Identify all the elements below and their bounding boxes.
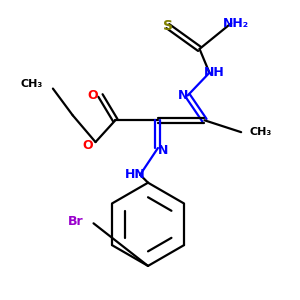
Text: CH₃: CH₃: [21, 79, 43, 88]
Text: O: O: [87, 89, 98, 102]
Text: HN: HN: [125, 168, 146, 181]
Text: NH₂: NH₂: [223, 17, 249, 30]
Text: N: N: [158, 143, 168, 157]
Text: CH₃: CH₃: [249, 127, 271, 137]
Text: O: O: [82, 139, 93, 152]
Text: NH: NH: [204, 66, 225, 79]
Text: S: S: [163, 19, 173, 33]
Text: Br: Br: [68, 215, 83, 228]
Text: N: N: [178, 89, 188, 102]
